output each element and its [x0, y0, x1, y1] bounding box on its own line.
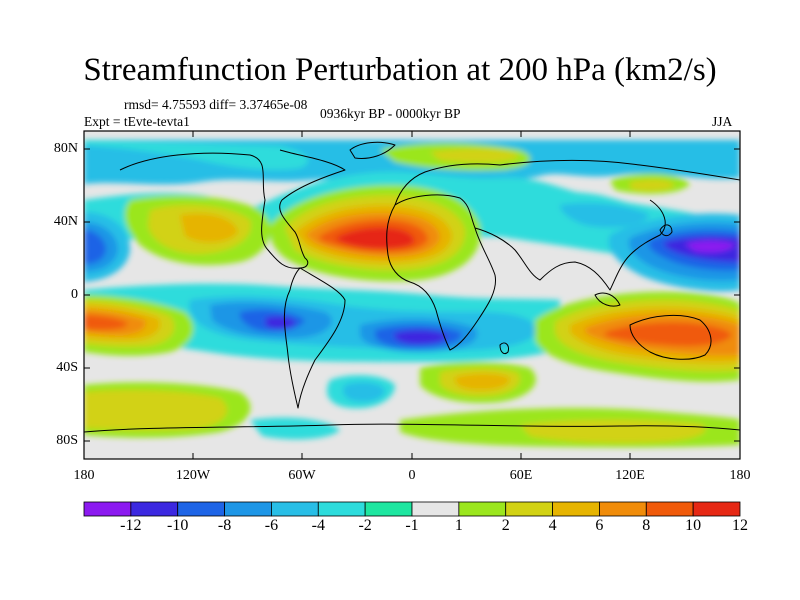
- lat-label-80s: 80S: [56, 433, 78, 448]
- colorbar-label: -2: [358, 517, 372, 534]
- colorbar-swatch: [552, 501, 600, 517]
- map-title: Streamfunction Perturbation at 200 hPa (…: [83, 52, 717, 88]
- colorbar-swatch: [224, 501, 272, 517]
- colorbar-label: -6: [264, 517, 279, 534]
- colorbar-swatch: [177, 501, 225, 517]
- contour-band: [394, 330, 448, 345]
- lon-label-120e: 120E: [615, 468, 645, 483]
- contour-band: [455, 373, 510, 390]
- coastlines: [84, 141, 740, 433]
- lat-label-0: 0: [71, 287, 78, 302]
- colorbar-swatch: [692, 501, 741, 517]
- colorbar-swatch: [271, 501, 319, 517]
- colorbar-label: 6: [595, 517, 604, 534]
- stats-line: rmsd= 4.75593 diff= 3.37465e-08: [124, 97, 308, 112]
- contour-band: [84, 315, 128, 330]
- lat-label-40n: 40N: [53, 214, 78, 229]
- contour-field: [84, 131, 740, 459]
- colorbar: [83, 501, 741, 517]
- colorbar-label: -8: [217, 517, 232, 534]
- contour-band: [84, 390, 228, 431]
- lon-label-0: 0: [408, 468, 416, 483]
- colorbar-label: -12: [120, 517, 142, 534]
- lon-label-60e: 60E: [509, 468, 533, 483]
- colorbar-label: 8: [642, 517, 651, 534]
- indonesia-coast: [594, 292, 621, 307]
- contour-band: [605, 322, 732, 347]
- experiment-label: Expt = tEvte-tevta1: [84, 114, 190, 129]
- japan-coast: [659, 224, 673, 237]
- colorbar-swatch: [458, 501, 507, 517]
- contour-band: [265, 316, 296, 329]
- antarctica-coast: [84, 423, 740, 433]
- madagascar-coast: [499, 342, 509, 355]
- colorbar-label: -10: [167, 517, 189, 534]
- greenland-coast: [349, 141, 396, 159]
- colorbar-swatch: [364, 501, 413, 517]
- colorbar-swatch: [645, 501, 694, 517]
- colorbar-swatch: [83, 501, 132, 517]
- colorbar-label: 4: [548, 517, 557, 534]
- colorbar-swatch: [411, 501, 460, 517]
- contour-band: [430, 148, 520, 163]
- lon-label-180e: 180: [729, 468, 751, 483]
- colorbar-label: -4: [311, 517, 325, 534]
- contour-band: [335, 227, 415, 249]
- colorbar-label: 2: [501, 517, 510, 534]
- lon-label-180w: 180: [73, 468, 95, 483]
- period-label: 0936kyr BP - 0000kyr BP: [320, 106, 461, 121]
- africa-coast: [386, 194, 497, 351]
- colorbar-swatch: [599, 501, 647, 517]
- contour-band: [343, 382, 385, 402]
- season-label: JJA: [712, 114, 733, 129]
- lat-label-80n: 80N: [53, 141, 78, 156]
- contour-band: [560, 203, 650, 228]
- contour-band: [685, 241, 735, 253]
- north-america-coast: [119, 149, 346, 269]
- contour-band: [630, 179, 675, 191]
- lon-label-60w: 60W: [288, 468, 316, 483]
- colorbar-label: 12: [732, 517, 748, 534]
- colorbar-label: -1: [405, 517, 419, 534]
- lon-label-120w: 120W: [175, 468, 211, 483]
- colorbar-label: 10: [685, 517, 702, 534]
- south-america-coast: [283, 267, 346, 409]
- contour-band: [180, 213, 238, 243]
- colorbar-swatch: [130, 501, 179, 517]
- colorbar-swatch: [505, 501, 553, 517]
- eurasia-north-coast: [394, 160, 740, 206]
- contour-band: [84, 140, 309, 170]
- australia-coast: [629, 315, 712, 360]
- contour-band: [250, 417, 340, 440]
- colorbar-label: 1: [454, 517, 463, 534]
- contour-band: [84, 230, 106, 264]
- lat-label-40s: 40S: [56, 360, 78, 375]
- asia-south-coast: [474, 199, 666, 291]
- axis-ticks: [83, 131, 741, 459]
- colorbar-swatch: [317, 501, 366, 517]
